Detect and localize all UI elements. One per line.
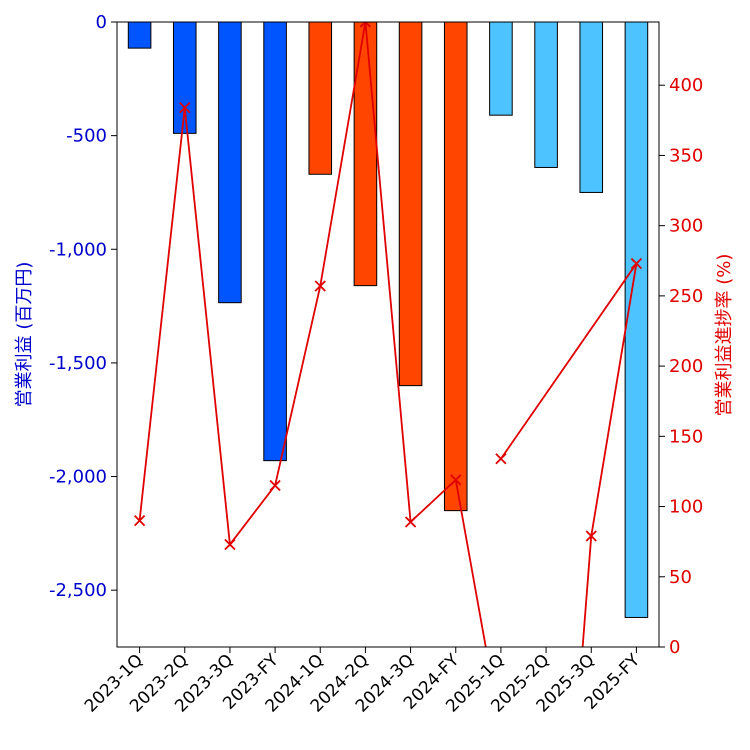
right-tick-label: 400 (669, 75, 703, 96)
right-tick-label: 150 (669, 426, 703, 447)
right-axis: 0 50 100 150 200 250 300 350 400 (659, 75, 703, 658)
right-tick-label: 100 (669, 497, 703, 518)
line-marker-2024-FY (450, 474, 462, 486)
left-axis: 0 -500 -1,000 -1,500 -2,000 -2,500 (49, 12, 117, 601)
line-series (133, 22, 643, 647)
line-marker-2025-FY (630, 257, 643, 270)
bar-2025-3Q (579, 21, 604, 193)
right-tick-label: 250 (669, 286, 703, 307)
plot-frame (116, 21, 660, 648)
right-axis-title: 営業利益進捗率 (%) (714, 254, 735, 417)
left-tick-label: -1,000 (49, 239, 107, 260)
line-marker-2023-3Q (224, 538, 236, 551)
left-tick-label: -500 (66, 126, 107, 147)
bar-2025-1Q (489, 21, 513, 116)
bar-2024-2Q (353, 21, 378, 287)
line-marker-2024-1Q (314, 280, 326, 292)
line-marker-2024-2Q (359, 22, 372, 28)
line-marker-2025-3Q (585, 530, 597, 542)
line-segment (500, 263, 638, 460)
bar-2023-FY (263, 21, 287, 462)
right-tick-label: 0 (669, 637, 680, 658)
bar-2025-FY (624, 21, 649, 618)
left-tick-label: -2,500 (49, 580, 107, 601)
bar-series (127, 21, 649, 618)
line-marker-2025-1Q (495, 453, 507, 465)
left-tick-label: 0 (96, 12, 107, 33)
bar-2023-1Q (127, 21, 152, 49)
right-tick-label: 200 (669, 356, 703, 377)
bar-2025-2Q (534, 21, 558, 168)
line-marker-2023-2Q (179, 102, 191, 114)
line-marker-2023-1Q (133, 514, 146, 527)
right-tick-label: 50 (669, 567, 692, 588)
left-axis-title: 営業利益 (百万円) (14, 262, 35, 408)
bar-2024-1Q (308, 21, 333, 175)
right-tick-label: 350 (669, 145, 703, 166)
bar-2023-2Q (172, 21, 197, 134)
right-tick-label: 300 (669, 216, 703, 237)
bar-2024-FY (443, 21, 468, 512)
left-tick-label: -1,500 (49, 353, 107, 374)
line-marker-2023-FY (269, 479, 281, 492)
bar-2023-3Q (218, 21, 242, 304)
left-tick-label: -2,000 (49, 467, 107, 488)
line-marker-2024-3Q (404, 516, 417, 528)
bar-2024-3Q (398, 21, 423, 387)
